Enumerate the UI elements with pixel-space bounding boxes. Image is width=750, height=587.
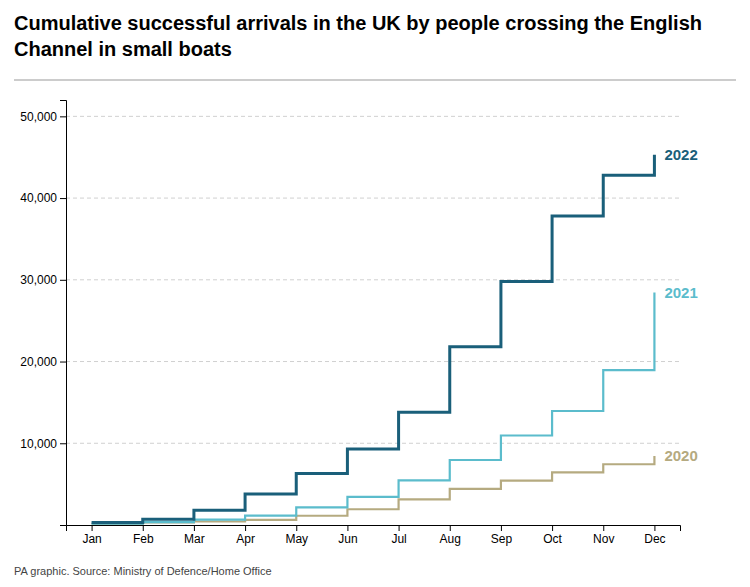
y-tick: 50,000 — [20, 110, 66, 124]
x-tick-mark — [501, 525, 502, 531]
y-tick-label: 40,000 — [20, 191, 57, 205]
y-tick-mark — [60, 198, 66, 199]
x-tick: Jan — [82, 525, 101, 546]
x-tick-mark — [194, 525, 195, 531]
y-tick: 30,000 — [20, 273, 66, 287]
y-tick-label: 20,000 — [20, 355, 57, 369]
source-note: PA graphic. Source: Ministry of Defence/… — [14, 565, 272, 577]
x-tick: Jun — [338, 525, 357, 546]
series-line — [92, 155, 655, 523]
x-tick-label: Jun — [338, 532, 357, 546]
x-tick: Jul — [391, 525, 406, 546]
x-tick-mark — [245, 525, 246, 531]
x-tick-label: Feb — [133, 532, 154, 546]
grid-line — [66, 116, 680, 117]
y-tick-label: 50,000 — [20, 110, 57, 124]
x-tick-mark — [399, 525, 400, 531]
grid-line — [66, 361, 680, 362]
series-label: 2022 — [664, 146, 697, 163]
x-axis: Jan Feb Mar Apr May Jun Jul Aug Sep Oct Nov Dec — [67, 525, 681, 546]
x-tick-mark — [552, 525, 553, 531]
x-tick-mark — [296, 525, 297, 531]
x-tick: Sep — [491, 525, 513, 546]
y-tick-mark — [60, 443, 66, 444]
y-tick-label: 30,000 — [20, 273, 57, 287]
x-tick-label: Oct — [543, 532, 562, 546]
x-tick: Aug — [440, 525, 461, 546]
x-tick-label: Apr — [236, 532, 255, 546]
y-axis-line — [60, 101, 67, 526]
x-tick-mark — [92, 525, 93, 531]
x-tick: Apr — [236, 525, 255, 546]
grid-line — [66, 198, 680, 199]
title-rule — [14, 79, 736, 81]
x-tick-label: Nov — [593, 532, 614, 546]
series-label: 2021 — [664, 284, 697, 301]
series-label: 2020 — [664, 447, 697, 464]
x-tick: Oct — [543, 525, 562, 546]
x-tick-label: Aug — [440, 532, 461, 546]
x-tick: Feb — [133, 525, 154, 546]
title: Cumulative successful arrivals in the UK… — [14, 12, 702, 60]
series-line — [92, 292, 655, 523]
y-axis: 10,000 20,000 30,000 40,000 50,000 — [20, 101, 66, 526]
x-tick-mark — [654, 525, 655, 531]
y-tick-label: 10,000 — [20, 437, 57, 451]
x-tick: May — [285, 525, 308, 546]
grid-line — [66, 279, 680, 280]
x-tick-mark — [603, 525, 604, 531]
x-tick: Mar — [184, 525, 205, 546]
y-tick: 10,000 — [20, 437, 66, 451]
y-tick: 40,000 — [20, 191, 66, 205]
series-line — [92, 456, 655, 524]
x-axis-line — [67, 526, 681, 532]
x-tick-mark — [347, 525, 348, 531]
plot: Jan Feb Mar Apr May Jun Jul Aug Sep Oct Nov Dec 10,0… — [20, 101, 697, 546]
y-tick-mark — [60, 280, 66, 281]
x-tick-mark — [143, 525, 144, 531]
y-tick: 20,000 — [20, 355, 66, 369]
x-tick-label: Sep — [491, 532, 513, 546]
x-tick-label: Jul — [391, 532, 406, 546]
marks — [92, 155, 655, 524]
x-tick-label: Mar — [184, 532, 205, 546]
x-tick-label: Jan — [82, 532, 101, 546]
y-tick-mark — [60, 362, 66, 363]
grid — [66, 116, 680, 443]
x-tick-label: Dec — [644, 532, 665, 546]
y-tick-mark — [60, 116, 66, 117]
chart: Cumulative successful arrivals in the UK… — [0, 0, 750, 587]
x-tick-mark — [450, 525, 451, 531]
x-tick: Dec — [644, 525, 665, 546]
grid-line — [66, 443, 680, 444]
x-tick-label: May — [285, 532, 308, 546]
x-tick: Nov — [593, 525, 614, 546]
